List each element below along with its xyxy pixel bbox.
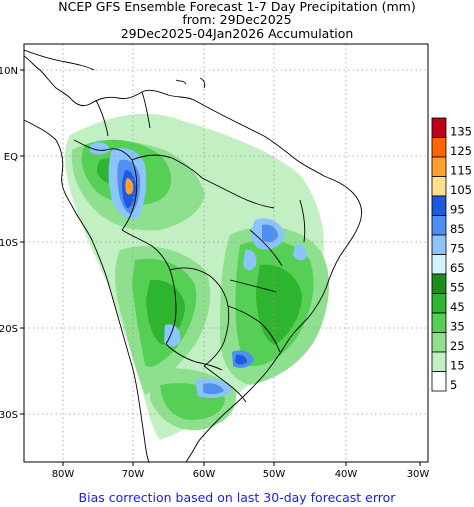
colorbar-swatch-15 [431,351,447,372]
colorbar-swatch-115 [431,156,447,177]
colorbar-swatch-65 [431,254,447,275]
colorbar-swatch-45 [431,293,447,314]
lat-label-eq: EQ [4,152,18,163]
colorbar-label-105: 105 [450,183,472,197]
colorbar-label-5: 5 [450,378,457,392]
chart-subtitle-from: from: 29Dec2025 [182,12,292,27]
lat-label-10n: 10N [0,66,18,77]
lat-label-10s: 10S [0,238,18,249]
colorbar-swatch-135 [431,117,447,138]
lon-label-30w: 30W [407,469,430,480]
colorbar-label-15: 15 [450,359,465,373]
colorbar-swatch-85 [431,215,447,236]
colorbar-label-65: 65 [450,261,465,275]
colorbar-swatch-125 [431,137,447,158]
colorbar-label-75: 75 [450,242,465,256]
footer-note: Bias correction based on last 30-day for… [78,490,396,505]
lat-labels: 10N EQ 10S 20S 30S [0,66,18,421]
colorbar-label-95: 95 [450,203,465,217]
lon-label-50w: 50W [263,469,286,480]
lat-label-20s: 20S [0,324,18,335]
colorbar-label-135: 135 [450,125,472,139]
colorbar-label-55: 55 [450,281,465,295]
lon-label-40w: 40W [335,469,358,480]
colorbar-swatch-105 [431,176,447,197]
colorbar-swatch-5 [431,371,447,392]
colorbar-label-25: 25 [450,339,465,353]
precip-field [65,113,330,440]
colorbar-label-45: 45 [450,300,465,314]
colorbar-label-125: 125 [450,144,472,158]
lon-label-80w: 80W [52,469,75,480]
colorbar-label-35: 35 [450,320,465,334]
colorbar-swatch-55 [431,273,447,294]
lon-label-60w: 60W [193,469,216,480]
colorbar-swatch-35 [431,312,447,333]
axis-ticks [20,69,421,466]
chart-subtitle-period: 29Dec2025-04Jan2026 Accumulation [120,26,354,41]
colorbar-swatch-75 [431,234,447,255]
lon-labels: 80W 70W 60W 50W 40W 30W [52,469,430,480]
colorbar: 135 125 115 105 95 85 75 65 55 45 35 25 15 5 [431,117,472,392]
lon-label-70w: 70W [122,469,145,480]
coastlines [24,49,363,462]
plot-frame [23,43,429,463]
colorbar-label-115: 115 [450,164,472,178]
lat-label-30s: 30S [0,410,18,421]
colorbar-swatch-95 [431,195,447,216]
chart-title: NCEP GFS Ensemble Forecast 1-7 Day Preci… [58,0,416,14]
colorbar-swatch-25 [431,332,447,353]
colorbar-label-85: 85 [450,222,465,236]
